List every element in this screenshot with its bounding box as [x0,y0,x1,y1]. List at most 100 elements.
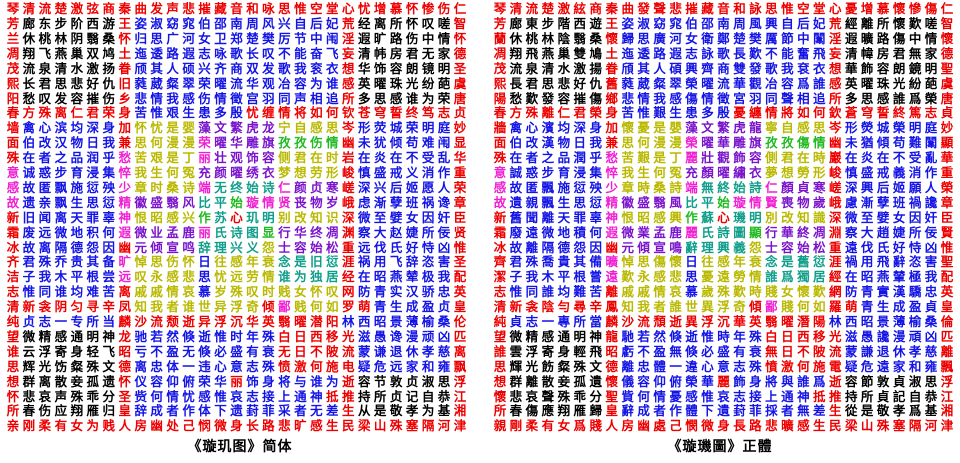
grid-char: 舊 [797,254,810,270]
grid-char: 妄 [341,45,355,61]
grid-char: 宮 [733,90,746,106]
grid-char: 婕 [405,224,419,240]
grid-char: 漫 [182,135,195,151]
grid-char: 休 [892,343,906,359]
grid-char: 激 [86,60,100,76]
grid-char: 风 [182,194,195,210]
grid-char: 愚 [373,328,387,344]
grid-char: 俯 [669,373,682,389]
grid-char: 戚 [637,284,650,300]
grid-char: 林 [828,314,842,330]
grid-char: 发 [262,60,275,76]
grid-char: 均 [557,284,571,300]
grid-char: 微 [541,224,555,240]
grid-char: 伯 [22,135,36,151]
grid-char: 镜 [421,60,435,76]
grid-char: 賤 [589,418,603,434]
grid-char: 昭 [605,343,618,359]
grid-char: 憂 [637,120,650,136]
grid-char: 繁 [230,120,243,136]
grid-char: 麗 [685,150,698,166]
grid-char: 階 [557,16,571,32]
grid-char: 懷 [940,30,954,46]
grid-char: 詩 [749,179,762,195]
grid-char: 施 [70,179,84,195]
grid-char: 誰 [765,269,778,285]
grid-char: 慕 [198,284,211,300]
grid-char: 叹 [134,269,147,285]
grid-char: 接 [749,388,762,404]
grid-char: 微 [22,328,36,344]
grid-char: 曜 [373,75,387,91]
grid-char: 將 [781,105,794,121]
grid-char: 纏 [749,105,762,121]
grid-char: 有 [733,343,746,359]
grid-char: 苦 [589,284,603,300]
grid-char: 远 [389,358,403,374]
grid-char: 無 [669,343,682,359]
grid-char: 祸 [357,254,371,270]
grid-char: 时 [150,179,163,195]
grid-char: 妃 [326,16,339,32]
grid-char: 馳 [621,328,634,344]
grid-char: 思 [493,358,507,374]
grid-char: 專 [557,314,571,330]
grid-char: 恃 [421,239,435,255]
grid-char: 勞 [733,269,746,285]
grid-char: 怨 [86,239,100,255]
grid-char: 归 [102,403,116,419]
grid-char: 情 [653,284,666,300]
grid-char: 情 [278,105,291,121]
grid-char: 思 [637,254,650,270]
grid-char: 盛 [637,194,650,210]
grid-char: 德 [605,358,618,374]
grid-char: 兴 [278,16,291,32]
grid-char: 苦 [621,150,634,166]
grid-char: 君 [22,254,36,270]
grid-char: 愁 [118,150,131,166]
grid-char: 龍 [749,120,762,136]
grid-char: 殊 [493,150,507,166]
grid-char: 辇 [405,269,419,285]
grid-char: 接 [262,388,275,404]
grid-char: 君 [509,254,523,270]
grid-char: 自 [781,16,794,32]
grid-char: 兴 [373,179,387,195]
grid-char: 情 [749,194,762,210]
grid-char: 荣 [198,75,211,91]
grid-char: 清 [357,45,371,61]
grid-char: 琴 [493,1,507,17]
grid-char: 聖 [940,254,954,270]
grid-char: 志 [198,45,211,61]
grid-char: 在 [357,269,371,285]
grid-char: 所 [860,388,874,404]
grid-char: 熙 [6,75,20,91]
grid-char: 通 [557,328,571,344]
grid-char: 極 [908,269,922,285]
grid-char: 闈 [924,135,938,151]
grid-char: 仁 [765,179,778,195]
grid-char: 恭 [924,388,938,404]
grid-char: 敬 [389,403,403,419]
grid-char: 缠 [262,105,275,121]
grid-char: 网 [341,284,355,300]
grid-char: 谗 [389,328,403,344]
grid-char: 始 [230,194,243,210]
grid-char: 離 [621,358,634,374]
grid-char: 峻 [828,165,842,181]
grid-char: 窕 [182,16,195,32]
grid-char: 知 [310,209,323,225]
grid-char: 身 [262,373,275,389]
grid-char: 伯 [685,16,698,32]
grid-char: 长 [246,45,259,61]
grid-char: 皇 [453,299,467,315]
grid-char: 葩 [437,75,451,91]
grid-char: 讒 [924,194,938,210]
grid-char: 作 [685,209,698,225]
grid-char: 身 [70,343,84,359]
grid-char: 集 [589,165,603,181]
grid-char: 己 [669,418,682,434]
grid-char: 生 [557,194,571,210]
grid-char: 云 [22,343,36,359]
grid-char: 側 [765,150,778,166]
